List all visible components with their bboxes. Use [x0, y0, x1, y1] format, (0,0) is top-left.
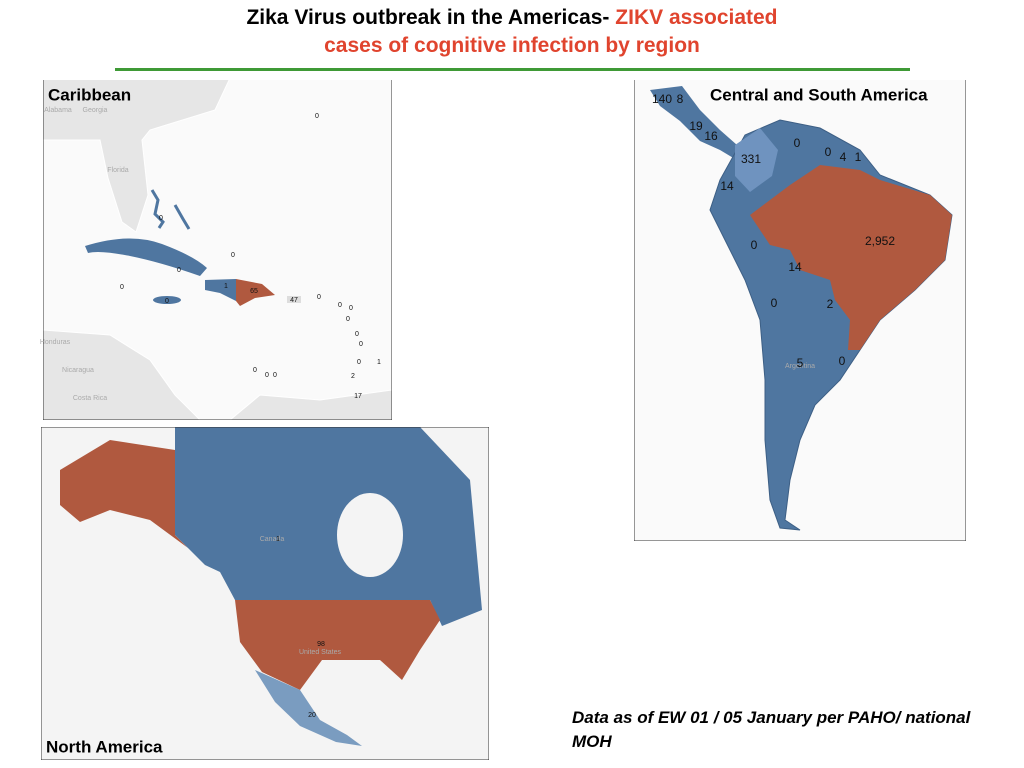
case-count: 2 — [827, 297, 834, 311]
place-name: Florida — [107, 167, 129, 174]
place-name: Honduras — [40, 339, 71, 346]
alaska — [60, 440, 205, 565]
panel-label: North America — [46, 737, 163, 756]
maps: Caribbean Central and South America North … — [40, 80, 966, 760]
case-count: 0 — [771, 296, 778, 310]
brazil — [750, 165, 952, 350]
case-count: 19 — [689, 119, 703, 133]
case-count: 14 — [788, 260, 802, 274]
land — [43, 80, 230, 233]
land — [229, 389, 392, 420]
case-count: 0 — [338, 302, 342, 309]
title: Zika Virus outbreak in the Americas- ZIK… — [0, 4, 1024, 60]
central-america — [650, 86, 745, 162]
mexico — [255, 670, 362, 746]
case-count: 1 — [224, 283, 228, 290]
case-count: 47 — [290, 297, 298, 304]
case-count: 0 — [839, 354, 846, 368]
case-count: 1 — [855, 150, 862, 164]
case-count: 0 — [231, 252, 235, 259]
hudson-bay — [337, 493, 403, 577]
place-name: Alabama — [44, 107, 72, 114]
cuba — [85, 238, 207, 276]
title-highlight: ZIKV associated — [615, 6, 778, 29]
case-count: 1 — [276, 536, 280, 543]
case-count: 0 — [355, 331, 359, 338]
case-count: 5 — [797, 356, 804, 370]
case-count: 0 — [265, 372, 269, 379]
data-note: Data as of EW 01 / 05 January per PAHO/ … — [572, 708, 971, 751]
puerto-rico — [287, 296, 301, 303]
case-count: 0 — [165, 298, 169, 305]
case-count: 16 — [704, 129, 718, 143]
united-states — [235, 600, 440, 690]
panel-label: Caribbean — [48, 85, 131, 104]
case-count: 98 — [317, 641, 325, 648]
case-count: 4 — [840, 150, 847, 164]
case-count: 0 — [349, 305, 353, 312]
place-name: Nicaragua — [62, 367, 94, 374]
place-name: Argentina — [785, 363, 815, 370]
place-name: United States — [299, 649, 342, 656]
caribbean-map — [43, 80, 392, 420]
case-count: 0 — [794, 136, 801, 150]
case-count: 0 — [159, 215, 163, 222]
title-part: Zika Virus outbreak in the Americas- — [246, 6, 610, 29]
case-count: 331 — [741, 152, 761, 166]
case-count: 0 — [751, 238, 758, 252]
case-count: 17 — [354, 393, 362, 400]
case-count: 0 — [120, 284, 124, 291]
case-count: 65 — [250, 288, 258, 295]
title-highlight: cases of cognitive infection by region — [324, 34, 700, 57]
case-count: 0 — [317, 294, 321, 301]
case-count: 0 — [357, 359, 361, 366]
jamaica — [153, 296, 181, 304]
panel-label: Central and South America — [710, 85, 928, 104]
north-america-map — [41, 427, 489, 760]
canada — [175, 427, 482, 626]
case-count: 0 — [177, 267, 181, 274]
case-count: 8 — [677, 92, 684, 106]
case-count: 0 — [359, 341, 363, 348]
land — [43, 329, 201, 420]
dominican-republic — [236, 279, 275, 306]
case-count: 0 — [825, 145, 832, 159]
bahamas — [150, 189, 191, 230]
case-count: 0 — [315, 113, 319, 120]
case-count: 14 — [720, 179, 734, 193]
place-name: Canada — [260, 536, 285, 543]
south-america-map — [634, 80, 966, 541]
place-name: Georgia — [83, 107, 108, 114]
case-count: 2 — [351, 373, 355, 380]
case-count: 140 — [652, 92, 672, 106]
case-count: 1 — [377, 359, 381, 366]
divider — [115, 68, 910, 71]
case-count: 20 — [308, 712, 316, 719]
colombia — [735, 128, 778, 192]
case-count: 0 — [273, 372, 277, 379]
place-name: Costa Rica — [73, 395, 107, 402]
case-count: 0 — [346, 316, 350, 323]
case-count: 0 — [253, 367, 257, 374]
case-count: 2,952 — [865, 234, 895, 248]
haiti — [205, 279, 236, 301]
